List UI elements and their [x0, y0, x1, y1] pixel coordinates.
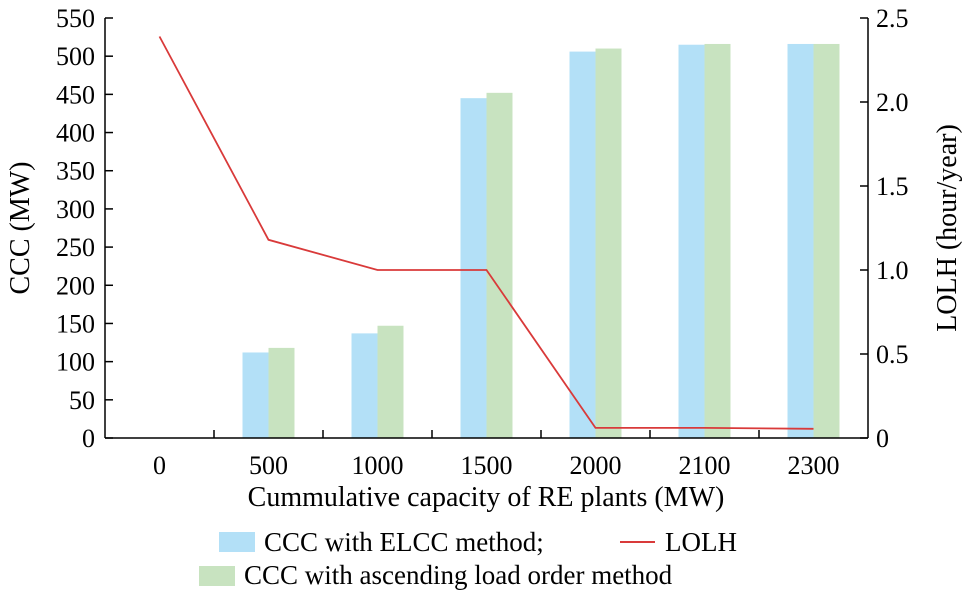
bar-elcc-2000 [569, 51, 596, 438]
bar-elcc-500 [242, 352, 269, 438]
bar-ascending-2100 [704, 43, 731, 439]
y-tick-label-50: 50 [69, 386, 95, 415]
y2-tick-label-1.5: 1.5 [876, 172, 909, 201]
x-tick-label-1500: 1500 [461, 451, 513, 480]
bar-ascending-500 [268, 347, 295, 438]
legend-swatch-ascending [199, 566, 235, 586]
lolh-line [158, 36, 814, 430]
y-tick-label-0: 0 [82, 424, 95, 453]
y-tick-label-300: 300 [56, 195, 95, 224]
x-tick-label-0: 0 [153, 451, 166, 480]
legend-label-ascending: CCC with ascending load order method [244, 560, 673, 590]
legend: CCC with ELCC method; LOLH CCC with asce… [199, 527, 737, 590]
y2-tick-label-2.5: 2.5 [876, 4, 909, 33]
y-tick-label-150: 150 [56, 309, 95, 338]
x-tick-label-1000: 1000 [352, 451, 404, 480]
y-tick-label-400: 400 [56, 119, 95, 148]
y-tick-label-200: 200 [56, 271, 95, 300]
y-axis-title: CCC (MW) [5, 162, 36, 295]
bar-ascending-2300 [813, 43, 840, 439]
bars-layer [242, 43, 840, 439]
y-tick-label-550: 550 [56, 4, 95, 33]
y2-tick-label-0: 0 [876, 424, 889, 453]
bar-elcc-1500 [460, 98, 487, 438]
y-tick-label-100: 100 [56, 348, 95, 377]
bar-ascending-1000 [377, 325, 404, 438]
bar-elcc-2300 [787, 43, 814, 439]
y-tick-label-500: 500 [56, 42, 95, 71]
y-tick-label-350: 350 [56, 157, 95, 186]
y2-tick-label-0.5: 0.5 [876, 340, 909, 369]
y2-axis-title: LOLH (hour/year) [932, 124, 963, 332]
y-tick-label-450: 450 [56, 80, 95, 109]
x-tick-label-2300: 2300 [788, 451, 840, 480]
legend-swatch-elcc [219, 532, 255, 552]
x-tick-label-500: 500 [249, 451, 288, 480]
bar-ascending-1500 [486, 92, 513, 438]
lolh-line-layer [158, 36, 814, 430]
x-tick-label-2100: 2100 [679, 451, 731, 480]
legend-label-elcc: CCC with ELCC method; [264, 527, 544, 557]
y-tick-label-250: 250 [56, 233, 95, 262]
y2-tick-label-2.0: 2.0 [876, 88, 909, 117]
x-tick-label-2000: 2000 [570, 451, 622, 480]
ticks-layer: 0 50 100 150 200 250 300 350 400 450 500 550 0 0.5 1.0… [56, 4, 909, 480]
bar-elcc-2100 [678, 44, 705, 439]
axes-layer [104, 18, 869, 439]
legend-label-lolh: LOLH [665, 527, 737, 557]
bar-elcc-1000 [351, 333, 378, 438]
x-axis-title: Cummulative capacity of RE plants (MW) [248, 482, 725, 513]
bar-ascending-2000 [595, 48, 622, 438]
y2-tick-label-1.0: 1.0 [876, 256, 909, 285]
